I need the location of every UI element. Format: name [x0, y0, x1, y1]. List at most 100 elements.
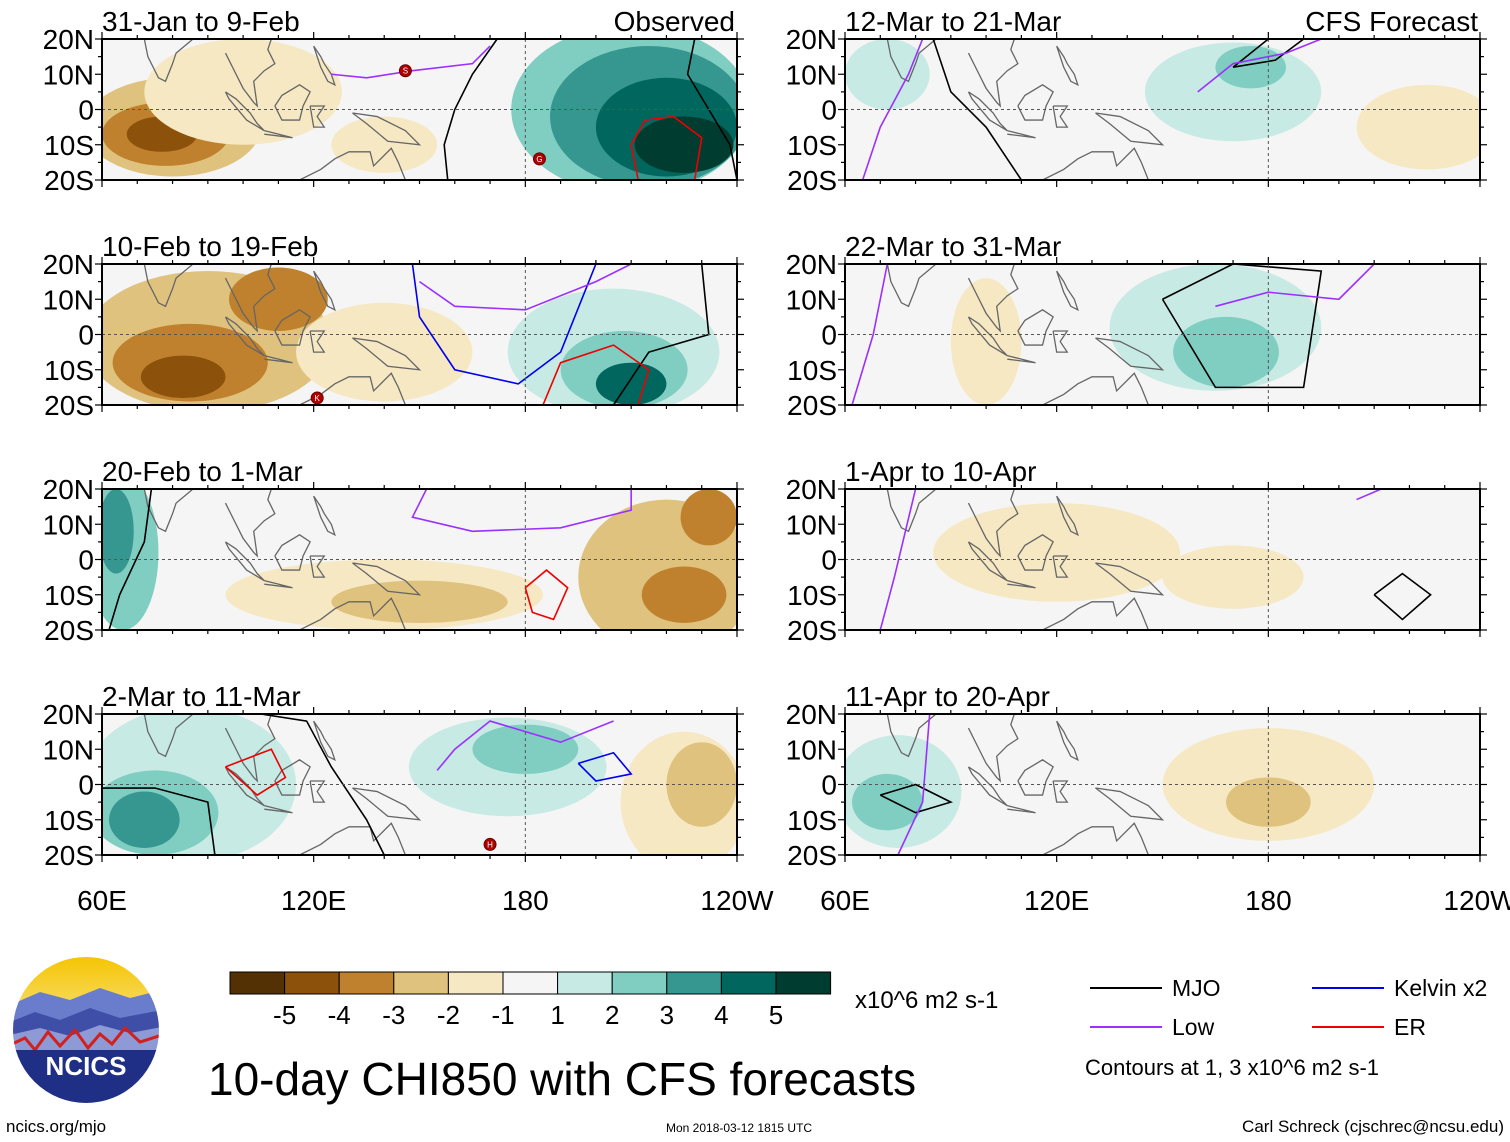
anomaly-region [472, 724, 579, 774]
y-tick-label: 20N [43, 249, 94, 280]
contour-mjo [1161, 264, 1323, 389]
x-axis-labels: 60E 120E 180 120W 60E 120E 180 120W [77, 885, 1510, 916]
contour-er [524, 569, 569, 621]
contour-mjo [443, 39, 498, 180]
y-tick-label: 20N [786, 24, 837, 55]
panel-p1: S G 20N 10N 0 10S 20S 31-Jan to 9-Feb Observed [43, 6, 744, 196]
colorbar: -5 -4 -3 -2 -1 1 2 3 4 5 [229, 971, 832, 1030]
colorbar-label: 1 [550, 1000, 564, 1030]
panel-period: 1-Apr to 10-Apr [845, 456, 1036, 487]
y-tick-label: 10N [786, 509, 837, 540]
storm-label: H [487, 840, 493, 849]
contour-low [1197, 39, 1322, 93]
storm-icon: H [483, 837, 497, 851]
y-tick-label: 20S [44, 840, 94, 871]
y-tick-label: 10N [786, 734, 837, 765]
contour-mjo [932, 39, 1023, 180]
y-tick-label: 0 [821, 545, 837, 576]
contour-kelvin-x2 [577, 751, 633, 782]
contour-mjo [612, 264, 710, 405]
storm-icon: G [532, 152, 546, 166]
y-tick-label: 10S [787, 580, 837, 611]
contour-low [1215, 264, 1375, 308]
panel-tag: Observed [614, 6, 735, 37]
anomaly-region [109, 791, 180, 848]
anomaly-region [1356, 84, 1480, 170]
colorbar-label: -3 [382, 1000, 405, 1030]
coastline [143, 489, 422, 630]
y-tick-label: 10N [43, 734, 94, 765]
y-tick-label: 20N [786, 474, 837, 505]
anomaly-region [1226, 777, 1311, 827]
y-tick-label: 0 [78, 320, 94, 351]
anomaly-region [296, 302, 473, 402]
colorbar-label: -1 [491, 1000, 514, 1030]
y-tick-label: 10N [43, 284, 94, 315]
y-tick-label: 20N [43, 24, 94, 55]
storm-icon: K [310, 391, 324, 405]
coastline [886, 714, 1165, 855]
anomaly-region [634, 116, 734, 173]
colorbar-swatch [557, 971, 613, 995]
panel-period: 11-Apr to 20-Apr [845, 681, 1050, 712]
x-tick-label: 180 [502, 885, 549, 916]
legend-label: Kelvin x2 [1394, 975, 1487, 1001]
panel-tag: CFS Forecast [1305, 6, 1478, 37]
colorbar-label: 2 [605, 1000, 619, 1030]
contour-note: Contours at 1, 3 x10^6 m2 s-1 [1085, 1055, 1379, 1080]
anomaly-region [666, 742, 737, 827]
y-tick-label: 10N [786, 284, 837, 315]
anomaly-region [680, 489, 737, 546]
x-tick-label: 60E [77, 885, 127, 916]
contour-kelvin-x2 [411, 264, 597, 385]
contour-mjo [102, 787, 216, 855]
contour-low [436, 720, 614, 771]
coastline [143, 264, 422, 405]
contour-low [1356, 489, 1382, 501]
panel-period: 2-Mar to 11-Mar [102, 681, 301, 712]
y-tick-label: 20S [44, 390, 94, 421]
colorbar-label: 5 [769, 1000, 783, 1030]
y-tick-label: 20S [787, 165, 837, 196]
panel-period: 10-Feb to 19-Feb [102, 231, 318, 262]
x-tick-label: 180 [1245, 885, 1292, 916]
contour-mjo [108, 489, 153, 630]
anomaly-region [1173, 316, 1279, 388]
legend-label: Low [1172, 1014, 1215, 1040]
colorbar-swatch [611, 971, 668, 995]
panel-p5: 20N 10N 0 10S 20S 12-Mar to 21-Mar CFS Forecas… [786, 6, 1487, 196]
footer-url[interactable]: ncics.org/mjo [6, 1117, 106, 1136]
panel-period: 22-Mar to 31-Mar [845, 231, 1061, 262]
y-tick-label: 0 [821, 320, 837, 351]
contour-low [411, 489, 632, 533]
colorbar-swatch [775, 971, 832, 995]
colorbar-label: -4 [328, 1000, 351, 1030]
contour-er [542, 344, 650, 405]
storm-label: G [536, 155, 542, 164]
anomaly-region [933, 503, 1181, 602]
contour-low [897, 714, 931, 855]
colorbar-swatch [229, 971, 286, 995]
y-tick-label: 0 [821, 95, 837, 126]
storm-icon: S [398, 64, 412, 78]
contour-mjo [1232, 39, 1305, 68]
anomaly-region [595, 362, 667, 405]
y-tick-label: 10S [787, 130, 837, 161]
ncics-logo: NCICS [11, 955, 161, 1105]
y-tick-label: 0 [78, 770, 94, 801]
anomaly-region [229, 267, 328, 331]
storm-label: S [403, 67, 408, 76]
colorbar-swatch [720, 971, 777, 995]
logo-text: NCICS [46, 1051, 127, 1081]
footer-credit: Carl Schreck (cjschrec@ncsu.edu) [1242, 1117, 1504, 1136]
colorbar-units: x10^6 m2 s-1 [855, 987, 998, 1014]
x-tick-label: 120E [1024, 885, 1089, 916]
contour-er [224, 748, 287, 797]
contour-mjo [1373, 572, 1432, 621]
colorbar-swatch [666, 971, 722, 995]
figure-title: 10-day CHI850 with CFS forecasts [208, 1053, 916, 1105]
coastline [143, 714, 422, 855]
contour-mjo [879, 783, 953, 814]
panels-group: S G 20N 10N 0 10S 20S 31-Jan to 9-Feb Observed K 2… [43, 6, 1487, 871]
coastline [886, 39, 1165, 180]
